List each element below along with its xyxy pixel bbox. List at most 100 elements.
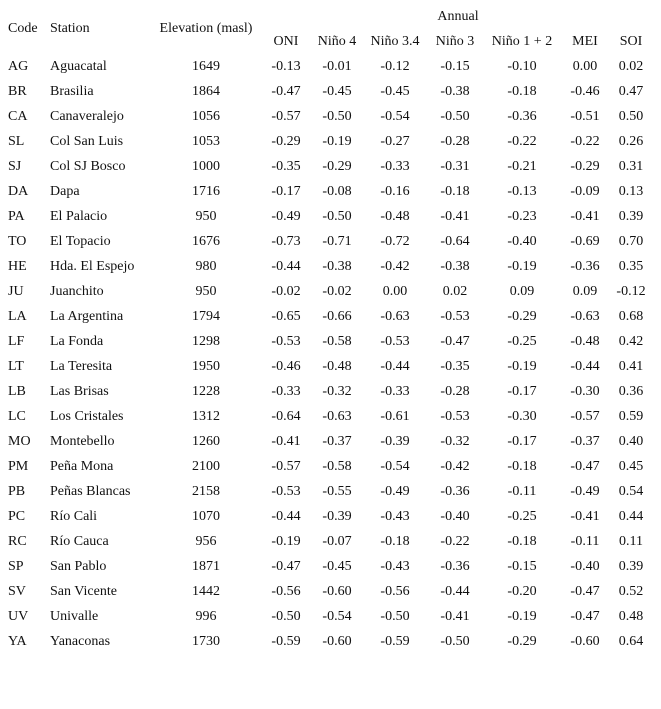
station-name: San Vicente [50,584,117,599]
station-name: Peña Mona [50,459,114,474]
index-value: -0.42 [440,459,470,474]
index-value: -0.11 [507,484,537,499]
header-index: ONI [273,34,299,49]
index-value: -0.38 [440,259,470,274]
station-code: LC [8,409,26,424]
index-value: -0.02 [271,284,301,299]
index-value: -0.53 [440,309,470,324]
index-value: -0.18 [507,459,537,474]
station-name: Montebello [50,434,115,449]
station-name: La Argentina [50,309,124,324]
index-value: -0.59 [271,634,301,649]
index-value: -0.12 [380,59,410,74]
index-value: -0.48 [322,359,352,374]
index-value: -0.40 [507,234,537,249]
index-value: 0.00 [382,284,408,299]
index-value: -0.50 [322,109,352,124]
station-code: LA [8,309,27,324]
index-value: -0.37 [570,434,600,449]
index-value: -0.40 [570,559,600,574]
index-value: 0.41 [618,359,644,374]
station-name: Las Brisas [50,384,109,399]
index-value: -0.07 [322,534,352,549]
elevation-value: 1864 [192,84,220,99]
station-name: Río Cauca [50,534,109,549]
index-value: -0.51 [570,109,600,124]
index-value: -0.17 [271,184,301,199]
index-value: -0.54 [322,609,352,624]
index-value: 0.13 [618,184,644,199]
elevation-value: 1260 [192,434,220,449]
station-code: CA [8,109,28,124]
index-value: -0.53 [380,334,410,349]
index-value: 0.59 [618,409,644,424]
index-value: 0.48 [618,609,644,624]
index-value: -0.60 [322,634,352,649]
index-value: -0.38 [440,84,470,99]
index-value: -0.41 [271,434,301,449]
index-value: 0.00 [572,59,598,74]
index-value: -0.19 [507,259,537,274]
index-value: -0.72 [380,234,410,249]
station-name: Col San Luis [50,134,124,149]
station-code: YA [8,634,27,649]
index-value: -0.40 [440,509,470,524]
station-code: MO [8,434,31,449]
station-code: RC [8,534,27,549]
station-code: PB [8,484,26,499]
index-value: -0.63 [322,409,352,424]
elevation-value: 1056 [192,109,220,124]
elevation-value: 956 [195,534,217,549]
index-value: -0.28 [440,134,470,149]
station-code: DA [8,184,29,199]
station-name: El Palacio [50,209,108,224]
header-station: Station [50,21,90,36]
header-elevation: Elevation (masl) [159,21,253,36]
station-name: La Teresita [50,359,113,374]
index-value: -0.53 [271,334,301,349]
index-value: -0.18 [380,534,410,549]
index-value: -0.61 [380,409,410,424]
index-value: -0.50 [380,609,410,624]
index-value: -0.42 [380,259,410,274]
index-value: -0.53 [440,409,470,424]
index-value: -0.47 [271,84,301,99]
header-index: Niño 4 [317,34,357,49]
elevation-value: 1716 [192,184,220,199]
index-value: -0.28 [440,384,470,399]
index-value: -0.44 [271,509,301,524]
index-value: -0.49 [380,484,410,499]
index-value: -0.35 [440,359,470,374]
header-index: MEI [572,34,598,49]
index-value: 0.39 [618,209,644,224]
elevation-value: 1442 [192,584,220,599]
index-value: 0.68 [618,309,644,324]
elevation-value: 1730 [192,634,220,649]
index-value: 0.36 [618,384,644,399]
index-value: -0.45 [322,559,352,574]
index-value: -0.17 [507,434,537,449]
index-value: -0.53 [271,484,301,499]
index-value: 0.02 [442,284,468,299]
index-value: -0.45 [322,84,352,99]
index-value: -0.63 [380,309,410,324]
index-value: -0.57 [271,109,301,124]
index-value: -0.41 [440,209,470,224]
index-value: -0.56 [271,584,301,599]
index-value: -0.29 [570,159,600,174]
station-code: SJ [8,159,22,174]
index-value: -0.47 [570,609,600,624]
index-value: 0.40 [618,434,644,449]
elevation-value: 1950 [192,359,220,374]
station-name: Juanchito [50,284,104,299]
index-value: -0.64 [440,234,470,249]
index-value: -0.47 [440,334,470,349]
index-value: -0.69 [570,234,600,249]
index-value: -0.58 [322,459,352,474]
index-value: -0.44 [570,359,600,374]
index-value: -0.65 [271,309,301,324]
index-value: -0.18 [440,184,470,199]
index-value: -0.15 [440,59,470,74]
index-value: 0.42 [618,334,644,349]
